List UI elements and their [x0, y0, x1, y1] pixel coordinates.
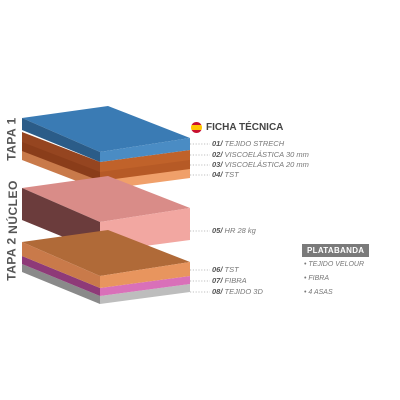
layer-06-top	[22, 230, 190, 276]
platabanda-title: PLATABANDA	[302, 244, 370, 257]
layer-01-top	[22, 106, 190, 152]
layer-label-06: 06/ TST	[212, 265, 239, 274]
tapa1-label: TAPA 1	[4, 117, 19, 161]
layer-label-01: 01/ TEJIDO STRECH	[212, 139, 285, 148]
layer-label-07: 07/ FIBRA	[212, 276, 247, 285]
layer-label-08: 08/ TEJIDO 3D	[212, 287, 263, 296]
layer-05-top	[22, 176, 190, 222]
platabanda-item: • TEJIDO VELOUR	[304, 261, 365, 268]
layer-07-left	[22, 256, 100, 296]
spain-flag-icon	[191, 122, 202, 133]
layer-06-left	[22, 242, 100, 288]
layer-03-front	[100, 159, 190, 181]
layer-label-05: 05/ HR 28 kg	[212, 226, 256, 235]
platabanda-item: • FIBRA	[304, 275, 330, 282]
layer-label-02: 02/ VISCOELÁSTICA 30 mm	[212, 150, 309, 159]
tapa2-stack	[22, 230, 190, 304]
layer-02-left	[22, 132, 100, 172]
layer-label-04: 04/ TST	[212, 170, 239, 179]
tapa2-label: TAPA 2	[4, 237, 19, 281]
header: FICHA TÉCNICA	[191, 122, 283, 133]
layer-03-left	[22, 141, 100, 181]
layer-01-left	[22, 118, 100, 162]
layer-07-front	[100, 276, 190, 296]
nucleo-label: NÚCLEO	[5, 180, 20, 234]
platabanda-item: • 4 ASAS	[304, 289, 333, 296]
layer-08-left	[22, 264, 100, 304]
layer-02-front	[100, 150, 190, 172]
layer-label-03: 03/ VISCOELÁSTICA 20 mm	[212, 160, 309, 169]
layer-06-front	[100, 262, 190, 288]
layer-01-front	[100, 138, 190, 162]
leader-lines	[190, 143, 210, 293]
page-title: FICHA TÉCNICA	[206, 122, 284, 133]
tapa1-stack	[22, 106, 190, 190]
layer-08-front	[100, 284, 190, 304]
